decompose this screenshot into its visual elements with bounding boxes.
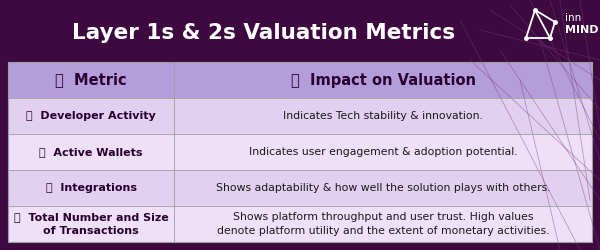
Bar: [8, 170, 592, 206]
Bar: [8, 98, 592, 134]
Text: inn: inn: [565, 13, 581, 23]
Text: 🔧  Developer Activity: 🔧 Developer Activity: [26, 111, 156, 121]
Text: Layer 1s & 2s Valuation Metrics: Layer 1s & 2s Valuation Metrics: [73, 23, 455, 43]
Text: 🔄  Total Number and Size
of Transactions: 🔄 Total Number and Size of Transactions: [14, 212, 169, 236]
Text: Shows platform throughput and user trust. High values
denote platform utility an: Shows platform throughput and user trust…: [217, 212, 550, 236]
Text: MIND: MIND: [565, 25, 599, 35]
Text: Shows adaptability & how well the solution plays with others.: Shows adaptability & how well the soluti…: [216, 183, 551, 193]
Text: Indicates user engagement & adoption potential.: Indicates user engagement & adoption pot…: [249, 147, 518, 157]
Text: 🔗  Integrations: 🔗 Integrations: [46, 183, 137, 193]
Bar: [8, 206, 592, 242]
Text: 📈  Impact on Valuation: 📈 Impact on Valuation: [291, 72, 476, 88]
Text: 🗃  Active Wallets: 🗃 Active Wallets: [40, 147, 143, 157]
Bar: [8, 134, 592, 170]
Text: 📊  Metric: 📊 Metric: [55, 72, 127, 88]
Bar: [8, 62, 592, 98]
Bar: [8, 62, 592, 242]
Text: Indicates Tech stability & innovation.: Indicates Tech stability & innovation.: [283, 111, 483, 121]
